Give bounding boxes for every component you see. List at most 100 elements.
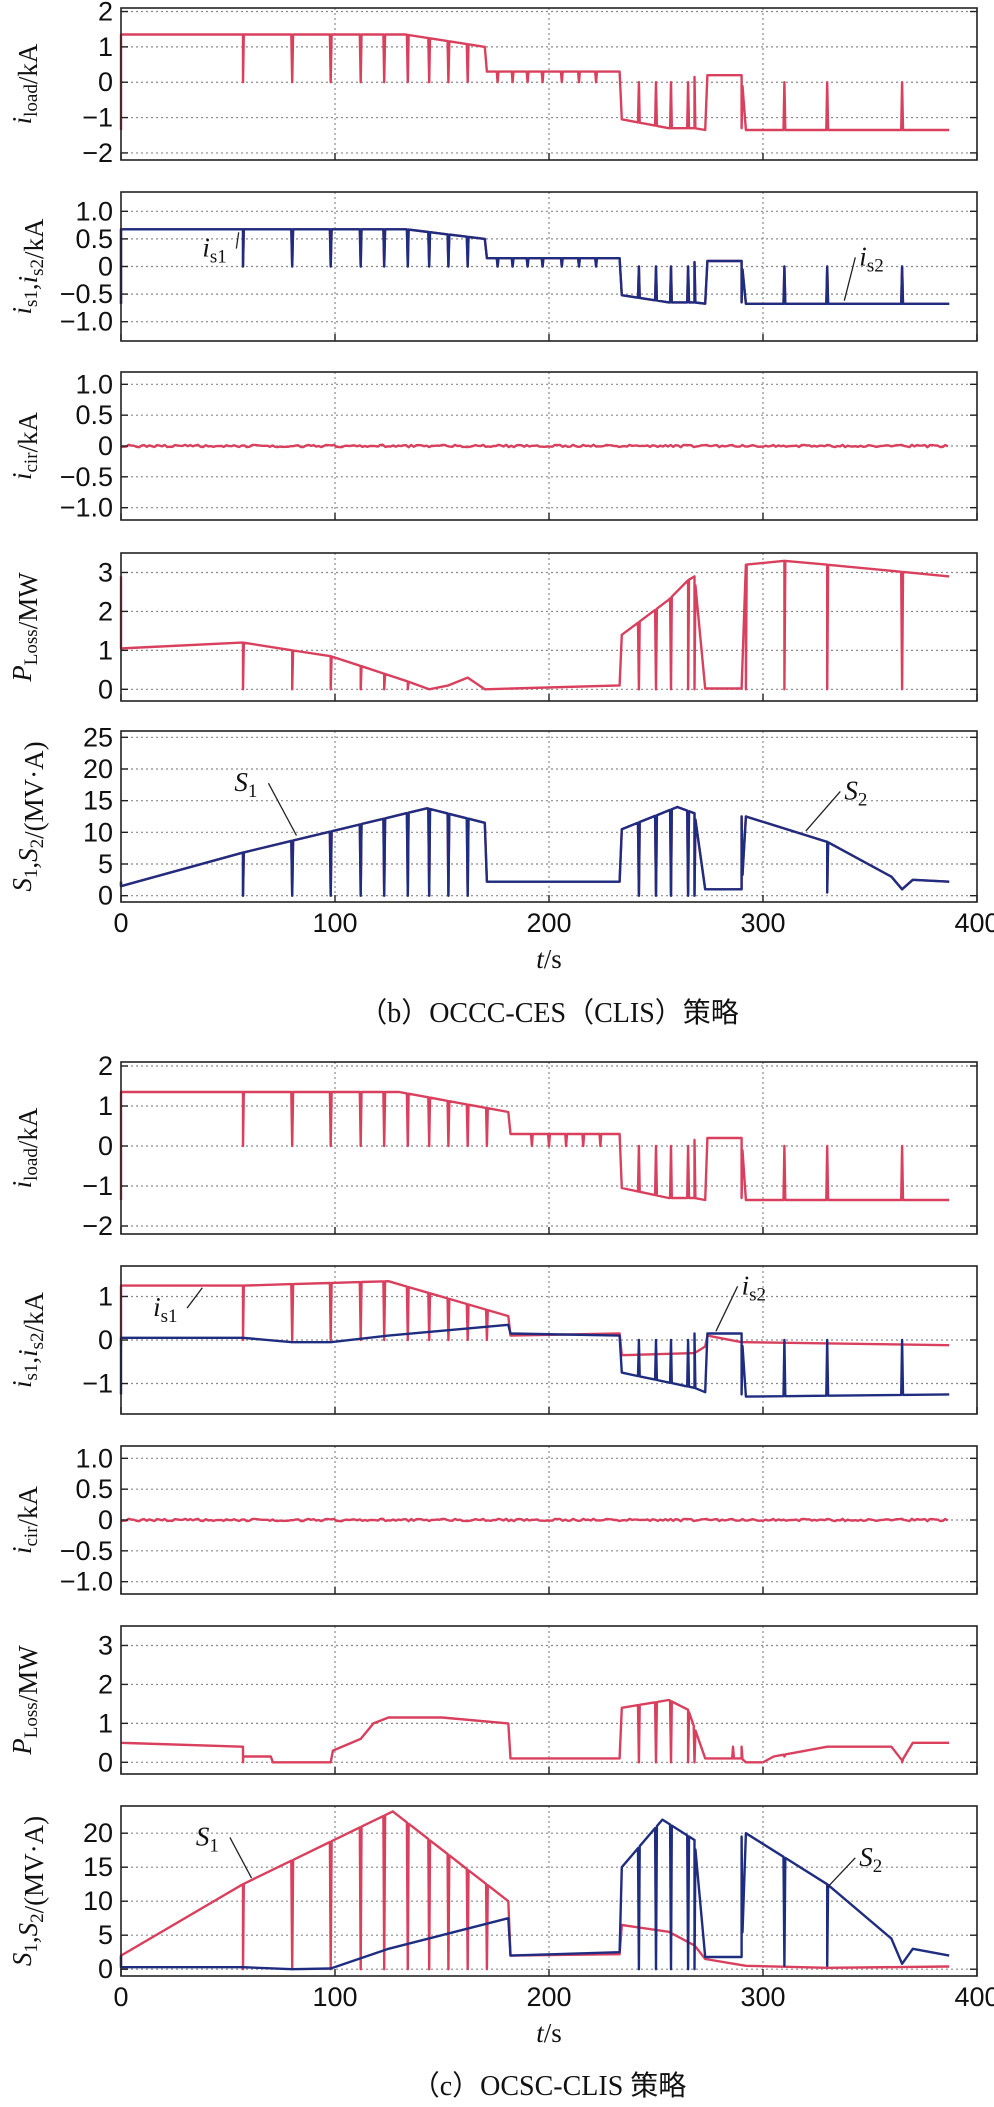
y-axis-label: is1,is2/kA — [7, 1291, 49, 1388]
chart-b: 210−1−2iload/kA1.00.50−0.5−1.0is1,is2/kA… — [7, 0, 994, 1029]
panel-is: 1.00.50−0.5−1.0 is1,is2/kA is1 is2 — [7, 191, 978, 342]
y-tick-label: −1 — [82, 103, 113, 133]
y-tick-label: 0 — [98, 1505, 113, 1535]
y-tick-label: 20 — [83, 754, 113, 784]
panel-S: 20 15 10 5 0 S1,S2/(MV·A) S1 S2 — [7, 1805, 978, 1984]
panel-iload: 2 1 0 −1 −2 iload/kA — [7, 0, 978, 168]
y-tick-label: −2 — [82, 138, 113, 168]
y-tick-label: 25 — [83, 722, 113, 752]
x-tick-label: 400 — [954, 908, 994, 938]
y-axis-label: PLoss/MW — [7, 1645, 43, 1756]
x-tick-label: 0 — [113, 1982, 128, 2012]
y-tick-label: −1.0 — [60, 493, 113, 523]
y-tick-label: 0 — [98, 431, 113, 461]
series-iload — [119, 33, 950, 132]
y-tick-label: 3 — [98, 557, 113, 587]
y-tick-label: 0.5 — [75, 400, 113, 430]
series-s2 — [119, 805, 950, 897]
y-tick-label: 1 — [98, 1091, 113, 1121]
y-tick-label: 3 — [98, 1630, 113, 1660]
x-tick-label: 300 — [740, 908, 785, 938]
y-tick-label: 0 — [98, 1954, 113, 1984]
y-axis-label: PLoss/MW — [7, 572, 43, 683]
x-tick-label: 100 — [312, 908, 357, 938]
y-tick-label: 2 — [98, 1669, 113, 1699]
x-tick-label: 100 — [312, 1982, 357, 2012]
y-tick-label: −1.0 — [60, 307, 113, 337]
y-tick-label: 1.0 — [75, 1443, 113, 1473]
y-tick-label: 1 — [98, 1708, 113, 1738]
y-tick-label: −0.5 — [60, 1536, 113, 1566]
y-tick-label: 1.0 — [75, 196, 113, 226]
panel-icir: 1.00.50−0.5−1.0 icir/kA — [7, 369, 978, 523]
annotation-s2: S2 — [859, 1842, 882, 1877]
y-axis-label: S1,S2/(MV·A) — [7, 1816, 49, 1966]
y-tick-label: 0 — [98, 1131, 113, 1161]
y-tick-label: 1 — [98, 1281, 113, 1311]
series-ploss — [119, 559, 950, 691]
panel-ploss: 3 2 1 0 PLoss/MW — [7, 1625, 978, 1777]
series-icir — [120, 443, 949, 449]
y-tick-label: 0 — [98, 674, 113, 704]
series-s2 — [119, 1818, 950, 1971]
y-tick-label: 10 — [83, 1886, 113, 1916]
series-is1 — [119, 1280, 950, 1357]
x-tick-label: 0 — [113, 908, 128, 938]
y-tick-label: 0 — [98, 1325, 113, 1355]
series-s1 — [119, 1810, 950, 1971]
figure-caption: （b）OCCC-CES（CLIS）策略 — [359, 997, 739, 1029]
x-tick-label: 200 — [526, 908, 571, 938]
y-tick-label: 0.5 — [75, 1474, 113, 1504]
series-is1 — [119, 228, 950, 305]
series-iload — [119, 1090, 950, 1202]
annotation-s1: S1 — [196, 1821, 219, 1856]
annotation-leader — [186, 1287, 203, 1309]
figure-caption: （c）OCSC-CLIS 策略 — [412, 2070, 687, 2102]
x-axis-label: t/s — [536, 2018, 562, 2048]
y-tick-label: 0.5 — [75, 224, 113, 254]
y-tick-label: 5 — [98, 1920, 113, 1950]
annotation-leader — [843, 257, 856, 301]
y-tick-label: −0.5 — [60, 462, 113, 492]
y-tick-label: 0 — [98, 67, 113, 97]
series-is2 — [119, 228, 950, 305]
y-tick-label: 1 — [98, 32, 113, 62]
annotation-is2: is2 — [742, 1270, 766, 1305]
y-tick-label: −1 — [82, 1171, 113, 1201]
y-tick-label: 5 — [98, 849, 113, 879]
y-tick-label: −0.5 — [60, 279, 113, 309]
x-tick-label: 200 — [526, 1982, 571, 2012]
panel-is: 1 0 −1 is1,is2/kA is1 is2 — [7, 1265, 978, 1415]
y-tick-label: −2 — [82, 1211, 113, 1241]
annotation-s1: S1 — [234, 767, 257, 802]
y-tick-label: 1 — [98, 635, 113, 665]
y-tick-label: 15 — [83, 786, 113, 816]
annotation-leader — [805, 790, 841, 832]
y-tick-label: 20 — [83, 1818, 113, 1848]
y-axis-label: iload/kA — [7, 1107, 43, 1188]
panel-icir: 1.00.50−0.5−1.0 icir/kA — [7, 1443, 978, 1597]
annotation-leader — [715, 1286, 739, 1332]
series-is2 — [119, 1323, 950, 1398]
series-ploss — [120, 1698, 950, 1764]
annotation-s2: S2 — [844, 775, 867, 810]
panel-ploss: 3 2 1 0 PLoss/MW — [7, 552, 978, 704]
y-tick-label: 2 — [98, 1051, 113, 1081]
annotation-is2: is2 — [859, 241, 883, 276]
y-axis-label: iload/kA — [7, 43, 43, 124]
x-tick-label: 300 — [740, 1982, 785, 2012]
y-tick-label: −1 — [82, 1369, 113, 1399]
y-tick-label: 2 — [98, 0, 113, 27]
annotation-is1: is1 — [153, 1292, 177, 1327]
y-tick-label: 10 — [83, 817, 113, 847]
y-axis-label: is1,is2/kA — [7, 218, 49, 315]
y-tick-label: 1.0 — [75, 369, 113, 399]
y-tick-label: 2 — [98, 596, 113, 626]
y-axis-label: icir/kA — [7, 1485, 43, 1554]
panel-iload: 2 1 0 −1 −2 iload/kA — [7, 1051, 978, 1241]
y-tick-label: −1.0 — [60, 1567, 113, 1597]
x-axis-label: t/s — [536, 944, 562, 974]
